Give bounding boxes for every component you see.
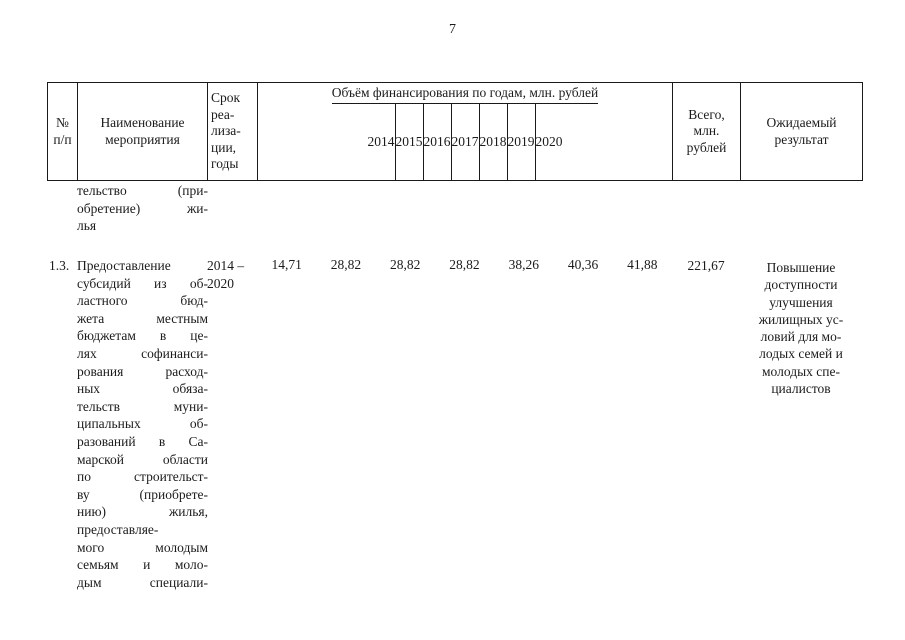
row-1-3-term: 2014 – 2020 [207, 258, 245, 291]
header-years-group: Объём финансирования по годам, млн. рубл… [258, 83, 673, 180]
header-expected: Ожидаемый результат [766, 115, 837, 147]
row-1-3-value-2020: 41,88 [627, 257, 658, 272]
row-1-3-value-2016: 28,82 [390, 257, 421, 272]
header-num: № п/п [48, 83, 78, 180]
header-year-2015: 2015 [396, 104, 424, 180]
row-1-3-number: 1.3. [49, 258, 70, 273]
row-1-3-value-2018: 38,26 [508, 257, 539, 272]
header-total: Всего, млн. рублей [673, 83, 741, 180]
row-1-3-expected: Повышение доступности улучшения жилищных… [758, 260, 844, 397]
row-1-3-total: 221,67 [687, 258, 725, 273]
row-1-3-name: Предоставление субсидий из об- ластного … [77, 258, 208, 590]
page-number: 7 [449, 22, 456, 37]
header-term: Срок реа- лиза- ции, годы [208, 83, 258, 180]
header-year-2017: 2017 [452, 104, 480, 180]
header-year-2016: 2016 [424, 104, 452, 180]
carryover-text: тельство (при- обретение) жи- лья [77, 183, 208, 234]
row-1-3-value-2015: 28,82 [330, 257, 362, 272]
header-year-row: 2014 2015 2016 2017 2018 2019 2020 [368, 104, 563, 180]
row-1-3-values: 14,71 28,82 28,82 28,82 38,26 40,36 41,8… [257, 257, 672, 273]
header-finance-group: Объём финансирования по годам, млн. рубл… [331, 83, 599, 104]
header-year-2020: 2020 [535, 133, 563, 149]
header-name: Наименование мероприятия [78, 83, 208, 180]
row-1-3-value-2017: 28,82 [449, 257, 480, 272]
row-1-3-value-2014: 14,71 [271, 257, 302, 272]
row-1-3-value-2019: 40,36 [567, 257, 599, 272]
header-year-2014: 2014 [368, 104, 396, 180]
header-year-2019: 2019 [508, 104, 536, 180]
table-header: № п/п Наименование мероприятия Срок реа-… [47, 82, 863, 181]
header-year-2018: 2018 [480, 104, 508, 180]
